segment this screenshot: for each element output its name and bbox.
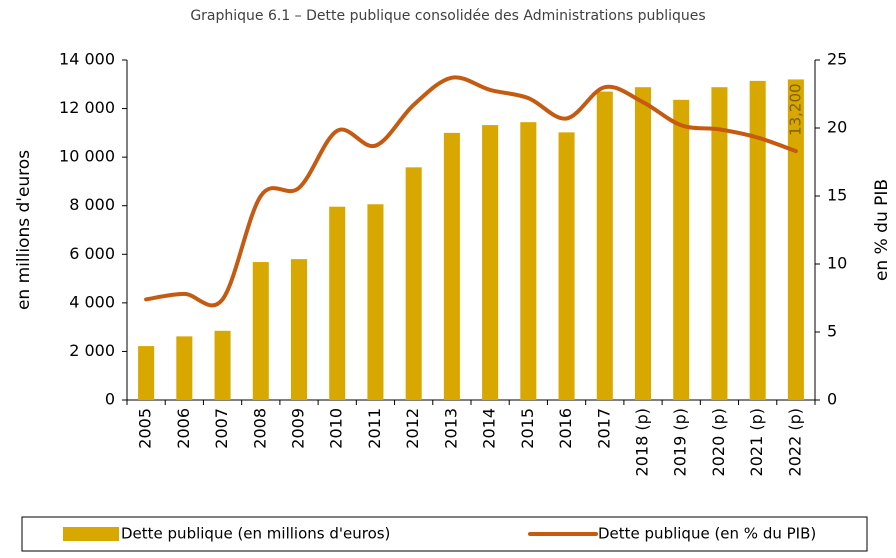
bar bbox=[138, 346, 155, 400]
bar bbox=[787, 79, 804, 400]
bar bbox=[749, 80, 766, 400]
bar bbox=[520, 122, 537, 401]
bar bbox=[443, 132, 460, 400]
x-tick-label: 2005 bbox=[136, 408, 155, 449]
x-tick-label: 2015 bbox=[518, 408, 537, 449]
bar bbox=[176, 336, 193, 400]
y2-tick-label: 25 bbox=[827, 50, 847, 69]
legend-label: Dette publique (en millions d'euros) bbox=[121, 525, 390, 543]
y-tick-label: 10 000 bbox=[59, 147, 115, 166]
x-tick-label: 2011 bbox=[365, 408, 384, 449]
x-tick-label: 2017 bbox=[594, 408, 613, 449]
y2-tick-label: 10 bbox=[827, 254, 847, 273]
bar bbox=[634, 87, 652, 400]
y-tick-label: 2 000 bbox=[69, 341, 115, 360]
x-tick-label: 2013 bbox=[441, 408, 460, 449]
x-tick-label: 2014 bbox=[480, 408, 499, 449]
y-tick-label: 8 000 bbox=[69, 195, 115, 214]
bar bbox=[290, 259, 308, 400]
bar bbox=[329, 206, 346, 400]
y2-tick-label: 5 bbox=[827, 322, 837, 341]
x-tick-label: 2016 bbox=[556, 408, 575, 449]
y2-axis-label: en % du PIB bbox=[872, 179, 892, 281]
y2-tick-label: 15 bbox=[827, 186, 847, 205]
bar bbox=[405, 167, 422, 400]
y-tick-label: 14 000 bbox=[59, 50, 115, 69]
y-tick-label: 4 000 bbox=[69, 292, 115, 311]
bar bbox=[214, 330, 231, 400]
x-tick-label: 2012 bbox=[403, 408, 422, 449]
x-tick-label: 2007 bbox=[212, 408, 231, 449]
x-tick-label: 2008 bbox=[250, 408, 269, 449]
x-tick-label: 2010 bbox=[327, 408, 346, 449]
y2-tick-label: 0 bbox=[827, 390, 837, 409]
bar bbox=[252, 262, 269, 400]
bar bbox=[711, 87, 728, 400]
legend-label: Dette publique (en % du PIB) bbox=[598, 525, 816, 543]
x-tick-label: 2022 (p) bbox=[785, 408, 804, 476]
x-tick-label: 2018 (p) bbox=[633, 408, 652, 476]
y-tick-label: 6 000 bbox=[69, 244, 115, 263]
x-tick-label: 2021 (p) bbox=[747, 408, 766, 476]
bar bbox=[596, 91, 613, 401]
line bbox=[144, 75, 798, 308]
x-tick-label: 2009 bbox=[289, 408, 308, 449]
x-tick-label: 2020 (p) bbox=[709, 408, 728, 476]
y-tick-label: 0 bbox=[105, 390, 115, 409]
chart-title: Graphique 6.1 – Dette publique consolidé… bbox=[190, 8, 705, 24]
y2-tick-label: 20 bbox=[827, 118, 847, 137]
bar bbox=[673, 99, 690, 400]
legend-swatch bbox=[63, 527, 119, 541]
data-label: 13,200 bbox=[786, 83, 804, 136]
bar bbox=[558, 132, 575, 400]
legend-box bbox=[21, 516, 868, 552]
x-tick-label: 2019 (p) bbox=[671, 408, 690, 476]
bar bbox=[482, 125, 499, 400]
x-tick-label: 2006 bbox=[174, 408, 193, 449]
y-axis-label: en millions d'euros bbox=[14, 150, 34, 310]
bar bbox=[367, 204, 384, 400]
y-tick-label: 12 000 bbox=[59, 98, 115, 117]
